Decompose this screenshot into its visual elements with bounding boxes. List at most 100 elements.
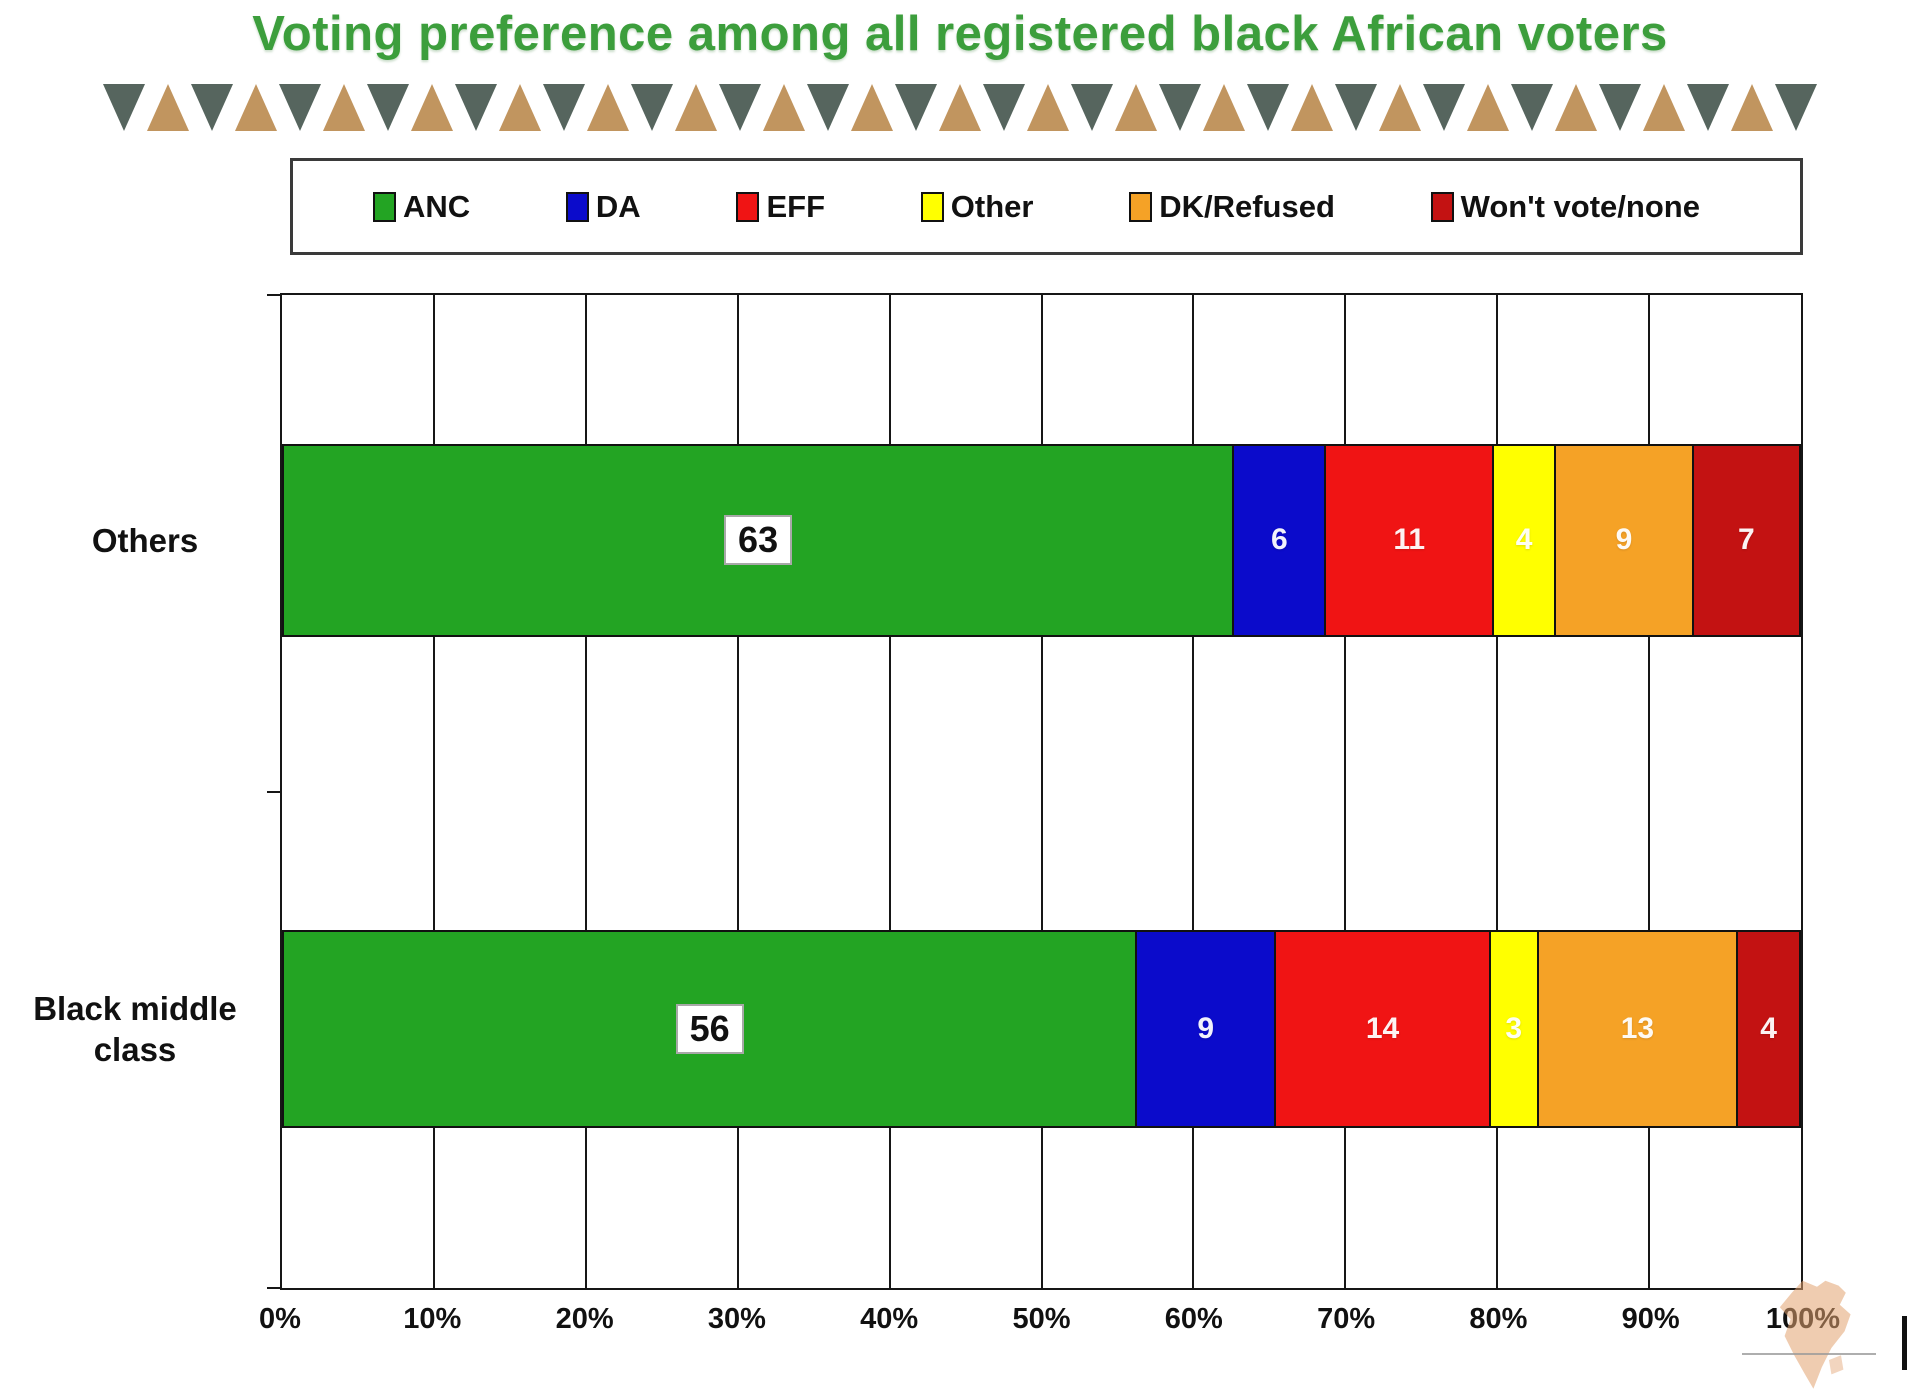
bar-segment-others-other: 4 [1494, 445, 1557, 635]
bar-segment-black-middle-class-dk-refused: 13 [1538, 931, 1739, 1127]
x-axis-labels: 0%10%20%30%40%50%60%70%80%90%100% [259, 1303, 1840, 1343]
legend: ANC DA EFF Other DK/Refused Won't vote/none [290, 158, 1803, 255]
bar-segment-black-middle-class-other: 3 [1490, 931, 1539, 1127]
legend-item-other: Other [920, 188, 1034, 225]
stacked-bar-others: 63 6 11 4 9 7 [282, 443, 1801, 637]
vertical-gridline [1192, 295, 1195, 1288]
vertical-gridline [584, 295, 587, 1288]
bar-segment-black-middle-class-eff: 14 [1276, 931, 1491, 1127]
segment-value-label: 3 [1505, 1011, 1523, 1045]
legend-swatch-anc [373, 191, 396, 222]
triangle-down-icon [1511, 84, 1553, 131]
plot-area: 63 6 11 4 9 7 56 9 14 3 13 4 [267, 293, 1803, 1290]
triangle-down-icon [191, 84, 233, 131]
triangle-down-icon [1599, 84, 1641, 131]
triangle-down-icon [719, 84, 761, 131]
segment-value-label: 6 [1270, 523, 1288, 557]
triangle-down-icon [631, 84, 673, 131]
x-axis-tick-label: 20% [555, 1303, 614, 1335]
legend-label: Won't vote/none [1460, 188, 1700, 224]
vertical-gridline [736, 295, 739, 1288]
legend-item-eff: EFF [736, 189, 825, 225]
triangle-down-icon [983, 84, 1025, 131]
legend-item-won-t-vote-none: Won't vote/none [1430, 188, 1700, 225]
segment-value-label: 13 [1620, 1011, 1655, 1045]
segment-value-label: 11 [1393, 523, 1426, 557]
bar-segment-others-anc: 63 [284, 445, 1235, 635]
x-axis-tick-label: 0% [259, 1303, 301, 1335]
segment-value-label: 9 [1615, 523, 1633, 557]
segment-value-label: 14 [1365, 1011, 1400, 1045]
triangle-up-icon [147, 84, 189, 131]
legend-swatch-eff [736, 191, 760, 222]
triangle-up-icon [1643, 84, 1685, 131]
x-axis-tick-label: 30% [707, 1303, 766, 1335]
bar-segment-black-middle-class-da: 9 [1137, 931, 1277, 1127]
legend-swatch-other [920, 191, 944, 222]
segment-value-label: 56 [675, 1003, 744, 1054]
vertical-gridline [1344, 295, 1347, 1288]
y-axis-tick [267, 1287, 282, 1289]
legend-label: ANC [403, 188, 471, 224]
triangle-down-icon [895, 84, 937, 131]
triangle-up-icon [411, 84, 453, 131]
segment-value-label: 4 [1760, 1011, 1777, 1045]
chart-title: Voting preference among all registered b… [252, 7, 1668, 61]
logo-vertical-bar [1902, 1316, 1907, 1370]
vertical-gridline [1040, 295, 1043, 1288]
triangle-down-icon [1071, 84, 1113, 131]
triangle-down-icon [807, 84, 849, 131]
bar-segment-black-middle-class-won-t-vote-none: 4 [1738, 931, 1799, 1127]
triangle-up-icon [1731, 84, 1773, 131]
legend-item-anc: ANC [373, 189, 470, 225]
triangle-down-icon [1159, 84, 1201, 131]
category-label-others: Others [91, 522, 199, 559]
africa-logo-watermark [1752, 1276, 1882, 1396]
triangle-up-icon [1379, 84, 1421, 131]
triangle-up-icon [323, 84, 365, 131]
triangle-up-icon [1467, 84, 1509, 131]
bar-segment-others-dk-refused: 9 [1556, 445, 1694, 635]
legend-label: EFF [766, 188, 826, 224]
triangle-down-icon [367, 84, 409, 131]
x-axis-tick-label: 70% [1317, 1303, 1376, 1335]
vertical-gridline [1496, 295, 1499, 1288]
triangle-up-icon [1555, 84, 1597, 131]
triangle-down-icon [279, 84, 321, 131]
triangle-down-icon [1423, 84, 1465, 131]
vertical-gridline [888, 295, 891, 1288]
legend-label: Other [950, 188, 1034, 224]
triangle-up-icon [499, 84, 541, 131]
vertical-gridline [1648, 295, 1651, 1288]
triangle-down-icon [103, 84, 145, 131]
triangle-up-icon [587, 84, 629, 131]
x-axis-tick-label: 10% [403, 1303, 462, 1335]
bar-segment-others-eff: 11 [1326, 445, 1494, 635]
y-axis-tick [267, 790, 282, 793]
legend-label: DA [595, 188, 641, 224]
x-axis-tick-label: 80% [1469, 1303, 1528, 1335]
legend-swatch-dk-refused [1129, 191, 1153, 222]
segment-value-label: 7 [1737, 523, 1755, 557]
triangle-down-icon [1247, 84, 1289, 131]
x-axis-tick-label: 90% [1621, 1303, 1680, 1335]
triangle-up-icon [1027, 84, 1069, 131]
bar-segment-others-won-t-vote-none: 7 [1693, 445, 1799, 635]
bar-segment-black-middle-class-anc: 56 [284, 931, 1138, 1127]
category-label-black-middle-class: Black middle class [33, 990, 237, 1069]
triangle-up-icon [851, 84, 893, 131]
triangle-down-icon [543, 84, 585, 131]
triangle-up-icon [763, 84, 805, 131]
triangle-down-icon [1335, 84, 1377, 131]
stacked-bar-black-middle-class: 56 9 14 3 13 4 [282, 929, 1801, 1129]
decorative-triangle-band [0, 84, 1920, 136]
y-axis-tick [267, 294, 282, 296]
triangle-up-icon [1115, 84, 1157, 131]
legend-label: DK/Refused [1159, 188, 1335, 224]
logo-underline [1742, 1353, 1876, 1355]
legend-swatch-won-t-vote-none [1430, 191, 1454, 222]
bar-segment-others-da: 6 [1234, 445, 1327, 635]
legend-item-da: DA [565, 188, 641, 225]
segment-value-label: 9 [1197, 1011, 1215, 1045]
legend-item-dk-refused: DK/Refused [1129, 189, 1335, 225]
